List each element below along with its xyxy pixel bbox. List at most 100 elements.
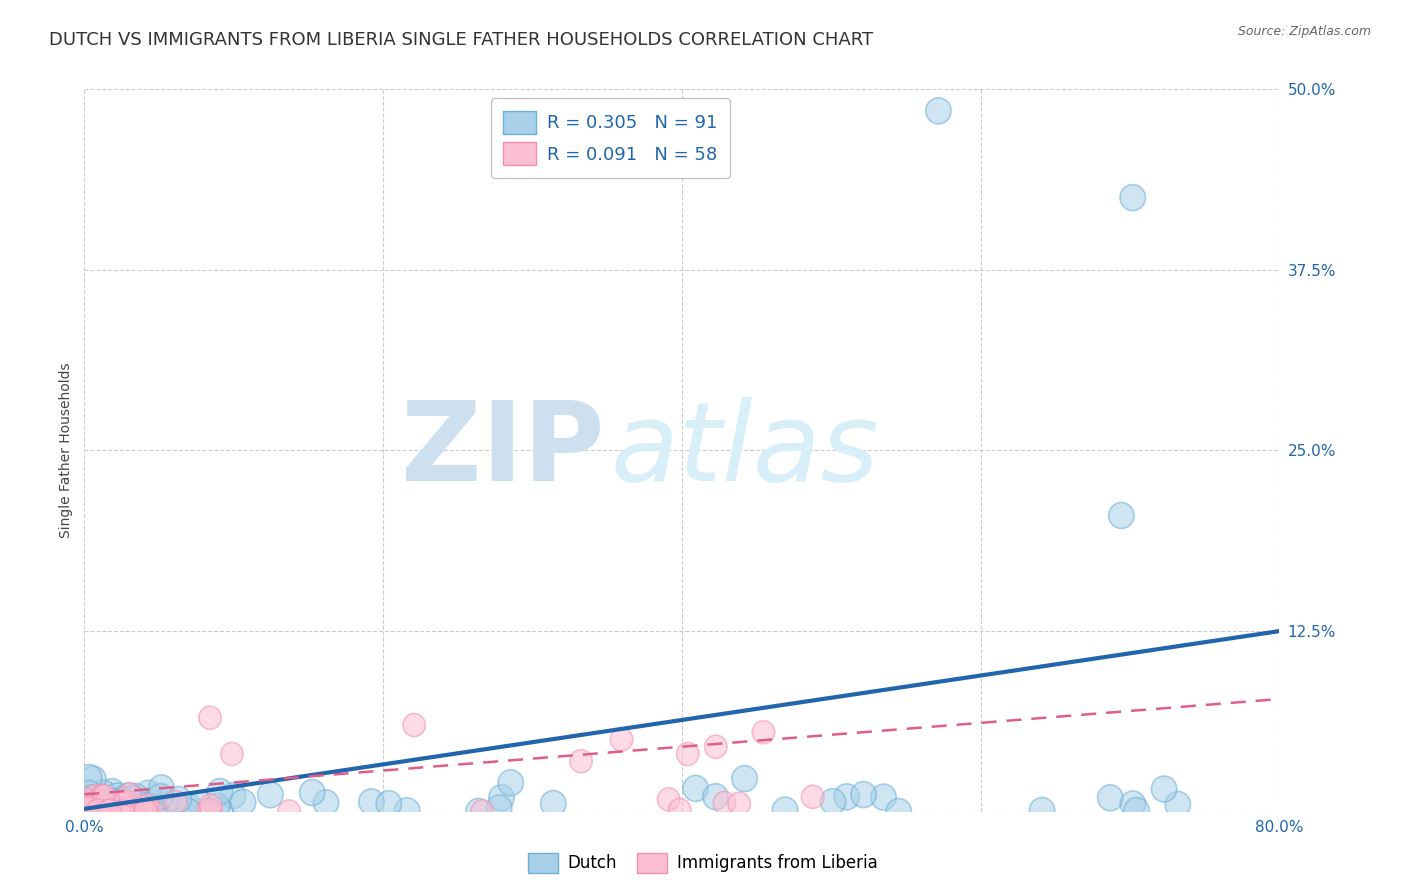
Ellipse shape (728, 792, 751, 815)
Ellipse shape (117, 797, 139, 820)
Ellipse shape (89, 798, 111, 822)
Ellipse shape (86, 789, 108, 813)
Ellipse shape (98, 799, 121, 822)
Ellipse shape (80, 796, 103, 819)
Ellipse shape (97, 790, 122, 816)
Ellipse shape (82, 797, 108, 822)
Ellipse shape (121, 786, 146, 812)
Ellipse shape (465, 798, 491, 824)
Text: DUTCH VS IMMIGRANTS FROM LIBERIA SINGLE FATHER HOUSEHOLDS CORRELATION CHART: DUTCH VS IMMIGRANTS FROM LIBERIA SINGLE … (49, 31, 873, 49)
Ellipse shape (1166, 791, 1191, 817)
Ellipse shape (87, 796, 112, 822)
Ellipse shape (713, 791, 735, 814)
Ellipse shape (486, 795, 512, 821)
Ellipse shape (1123, 797, 1149, 823)
Ellipse shape (498, 770, 523, 796)
Ellipse shape (142, 800, 165, 823)
Ellipse shape (75, 793, 97, 816)
Ellipse shape (136, 800, 159, 823)
Ellipse shape (489, 785, 515, 811)
Text: ZIP: ZIP (401, 397, 605, 504)
Ellipse shape (111, 800, 134, 823)
Ellipse shape (72, 797, 97, 822)
Ellipse shape (231, 789, 256, 815)
Ellipse shape (94, 796, 120, 822)
Ellipse shape (76, 797, 101, 824)
Ellipse shape (207, 779, 232, 805)
Ellipse shape (138, 793, 163, 819)
Legend: R = 0.305   N = 91, R = 0.091   N = 58: R = 0.305 N = 91, R = 0.091 N = 58 (491, 98, 730, 178)
Ellipse shape (772, 797, 797, 823)
Ellipse shape (87, 799, 108, 822)
Ellipse shape (148, 784, 173, 810)
Ellipse shape (125, 798, 150, 824)
Ellipse shape (76, 780, 101, 806)
Y-axis label: Single Father Households: Single Father Households (59, 363, 73, 538)
Ellipse shape (851, 781, 876, 807)
Ellipse shape (610, 728, 633, 751)
Ellipse shape (83, 799, 105, 822)
Ellipse shape (395, 797, 420, 823)
Ellipse shape (129, 795, 155, 821)
Text: Source: ZipAtlas.com: Source: ZipAtlas.com (1237, 25, 1371, 38)
Ellipse shape (676, 742, 699, 765)
Ellipse shape (703, 784, 728, 810)
Ellipse shape (1121, 185, 1146, 211)
Ellipse shape (100, 789, 125, 814)
Ellipse shape (80, 766, 105, 792)
Ellipse shape (471, 800, 494, 823)
Ellipse shape (197, 798, 219, 822)
Ellipse shape (93, 797, 115, 820)
Ellipse shape (208, 797, 233, 824)
Ellipse shape (752, 721, 775, 744)
Ellipse shape (135, 780, 160, 806)
Ellipse shape (114, 790, 136, 814)
Ellipse shape (1029, 797, 1054, 823)
Ellipse shape (75, 796, 100, 822)
Ellipse shape (925, 98, 950, 124)
Ellipse shape (91, 784, 114, 807)
Ellipse shape (118, 794, 143, 821)
Ellipse shape (93, 785, 115, 808)
Ellipse shape (541, 790, 567, 816)
Ellipse shape (569, 749, 592, 772)
Ellipse shape (658, 788, 681, 811)
Ellipse shape (377, 790, 402, 817)
Ellipse shape (118, 798, 143, 824)
Ellipse shape (118, 783, 141, 806)
Ellipse shape (114, 796, 139, 822)
Ellipse shape (834, 784, 859, 810)
Ellipse shape (83, 795, 105, 818)
Ellipse shape (90, 797, 112, 820)
Ellipse shape (1121, 791, 1146, 817)
Ellipse shape (221, 742, 243, 765)
Ellipse shape (820, 789, 846, 814)
Ellipse shape (73, 792, 96, 814)
Ellipse shape (110, 793, 135, 820)
Ellipse shape (105, 783, 131, 809)
Ellipse shape (112, 793, 138, 820)
Ellipse shape (314, 789, 339, 816)
Ellipse shape (801, 785, 824, 808)
Ellipse shape (90, 794, 112, 817)
Text: atlas: atlas (610, 397, 879, 504)
Ellipse shape (76, 764, 101, 790)
Ellipse shape (278, 800, 301, 823)
Ellipse shape (75, 789, 97, 812)
Ellipse shape (221, 782, 246, 808)
Ellipse shape (733, 765, 758, 791)
Ellipse shape (134, 792, 159, 818)
Ellipse shape (111, 799, 134, 822)
Ellipse shape (108, 797, 131, 820)
Ellipse shape (136, 794, 159, 817)
Ellipse shape (89, 795, 114, 821)
Ellipse shape (668, 798, 690, 822)
Ellipse shape (165, 790, 187, 814)
Ellipse shape (1152, 776, 1177, 802)
Ellipse shape (122, 800, 145, 823)
Ellipse shape (93, 795, 115, 818)
Ellipse shape (257, 781, 283, 808)
Ellipse shape (110, 788, 135, 814)
Ellipse shape (83, 785, 105, 808)
Ellipse shape (176, 793, 201, 819)
